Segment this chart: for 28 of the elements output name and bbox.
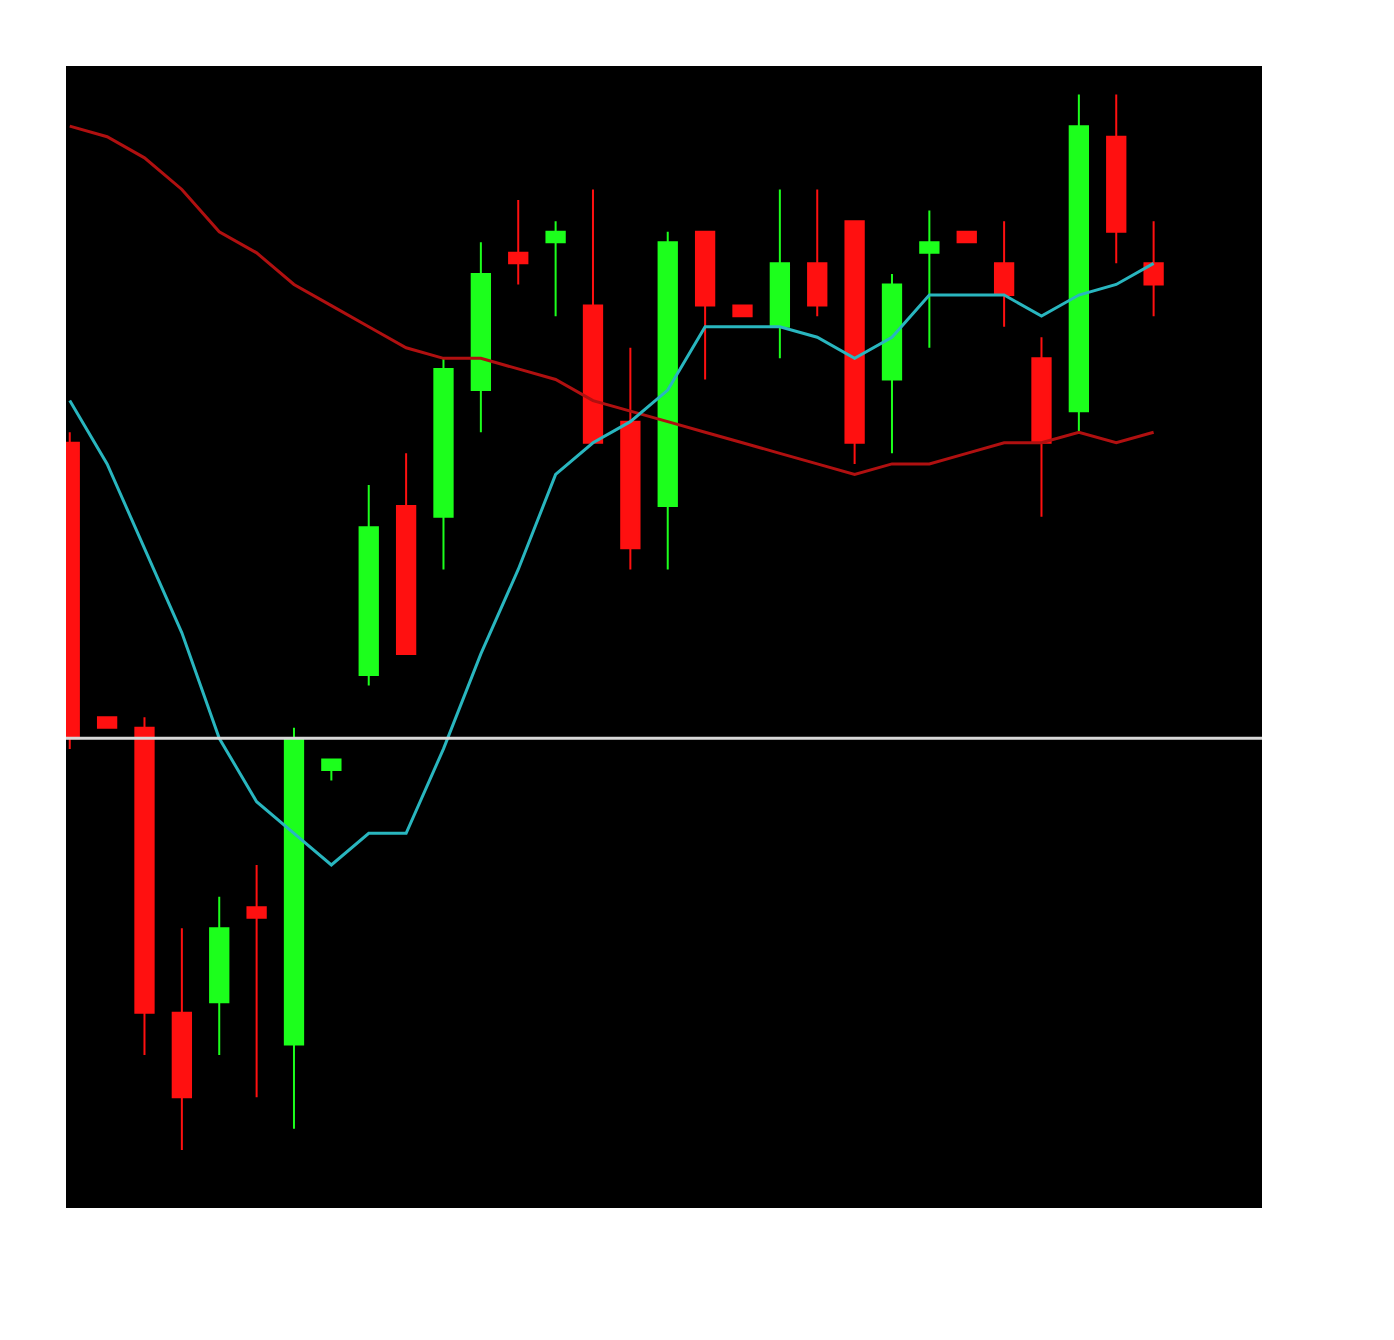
- candlestick: [545, 220, 566, 318]
- candlestick: [283, 726, 305, 1130]
- candlestick: [508, 199, 529, 286]
- candlestick: [807, 188, 828, 318]
- candlestick: [1106, 93, 1127, 265]
- candlestick: [209, 895, 230, 1056]
- candlestick: [620, 346, 641, 571]
- candlestick: [1031, 336, 1052, 518]
- candlestick: [358, 484, 379, 687]
- candlestick: [1068, 93, 1090, 434]
- candlestick: [993, 220, 1015, 328]
- candlestick: [1143, 220, 1164, 318]
- candlestick: [844, 220, 865, 465]
- candlestick: [582, 188, 604, 444]
- candlestick: [732, 304, 753, 318]
- candlestick: [134, 716, 155, 1056]
- candlestick: [321, 758, 342, 782]
- candlestick: [919, 209, 940, 349]
- candlestick: [96, 716, 118, 729]
- candlestick: [881, 272, 903, 455]
- candlestick: [470, 241, 492, 434]
- candlestick: [395, 452, 417, 655]
- candlestick: [694, 230, 716, 381]
- candlestick: [246, 863, 267, 1099]
- candlestick: [171, 927, 193, 1151]
- candlestick: [657, 230, 678, 571]
- candlestick: [769, 188, 791, 360]
- candlestick: [433, 357, 454, 571]
